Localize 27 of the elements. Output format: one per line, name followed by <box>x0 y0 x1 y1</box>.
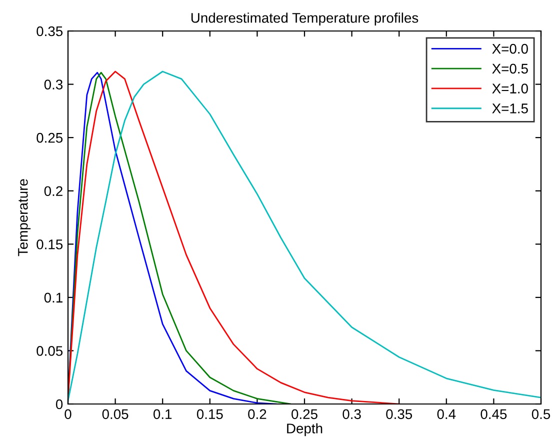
y-axis-title: Temperature <box>18 179 31 256</box>
x-tick-label: 0.25 <box>292 409 318 420</box>
legend-label: X=0.0 <box>492 44 528 54</box>
y-tick-label: 0.2 <box>44 186 62 196</box>
y-tick-label: 0 <box>56 399 63 410</box>
x-tick-label: 0.15 <box>196 409 223 420</box>
y-tick-label: 0.3 <box>44 80 63 90</box>
y-tick-label: 0.1 <box>44 292 62 303</box>
legend-label: X=1.5 <box>492 104 528 114</box>
y-tick-label: 0.35 <box>36 26 63 36</box>
x-tick-label: 0.4 <box>437 409 456 420</box>
x-tick-label: 0.45 <box>480 409 507 420</box>
x-tick-label: 0.35 <box>386 409 412 420</box>
x-axis-title: Depth <box>287 423 322 436</box>
x-tick-label: 0.1 <box>153 409 172 420</box>
legend-label: X=1.0 <box>492 84 528 94</box>
line-series <box>68 70 400 404</box>
y-tick-label: 0.25 <box>36 132 63 143</box>
x-tick-label: 0.2 <box>248 409 266 420</box>
chart-title: Underestimated Temperature profiles <box>191 12 418 26</box>
x-tick-label: 0.05 <box>102 409 128 420</box>
x-tick-label: 0.3 <box>342 409 361 420</box>
x-tick-label: 0.5 <box>532 409 550 420</box>
y-tick-label: 0.15 <box>36 239 63 250</box>
y-tick-label: 0.05 <box>36 346 63 356</box>
legend-label: X=0.5 <box>492 64 528 74</box>
x-tick-label: 0 <box>64 409 72 420</box>
